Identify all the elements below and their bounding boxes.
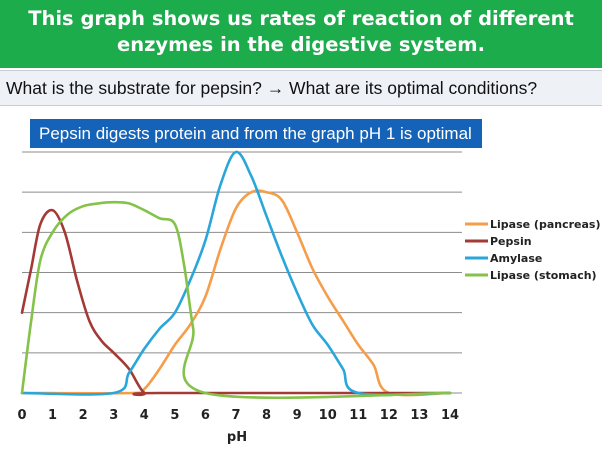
x-axis-title: pH — [227, 430, 247, 445]
x-tick-label: 3 — [109, 408, 118, 423]
legend-label: Lipase (pancreas) — [490, 218, 600, 231]
series-line-pepsin — [20, 208, 452, 397]
x-tick-label: 9 — [293, 408, 302, 423]
x-tick-label: 0 — [17, 408, 26, 423]
x-tick-label: 7 — [231, 408, 240, 423]
x-tick-label: 13 — [410, 408, 428, 423]
series-line-amylase — [20, 150, 452, 397]
title-banner: This graph shows us rates of reaction of… — [0, 0, 602, 68]
legend-label: Pepsin — [490, 235, 532, 248]
title-line-2: enzymes in the digestive system. — [116, 33, 486, 56]
series-line-lipase-pancreas — [20, 189, 452, 397]
gridlines — [22, 151, 462, 394]
legend: Lipase (pancreas) Pepsin Amylase Lipase (st… — [465, 218, 600, 282]
x-tick-label: 10 — [319, 408, 337, 423]
series-lines — [20, 150, 452, 400]
x-tick-label: 11 — [349, 408, 367, 423]
x-tick-label: 8 — [262, 408, 271, 423]
x-tick-label: 12 — [380, 408, 398, 423]
x-tick-label: 2 — [79, 408, 88, 423]
x-tick-label: 14 — [441, 408, 459, 423]
series-line-lipase-stomach — [20, 200, 452, 400]
title-line-1: This graph shows us rates of reaction of… — [28, 7, 574, 30]
question-bar: What is the substrate for pepsin? → What… — [0, 70, 602, 106]
legend-label: Lipase (stomach) — [490, 269, 597, 282]
x-tick-label: 6 — [201, 408, 210, 423]
legend-label: Amylase — [490, 252, 542, 265]
x-tick-label: 4 — [140, 408, 149, 423]
x-tick-label: 5 — [170, 408, 179, 423]
answer-box: Pepsin digests protein and from the grap… — [30, 119, 482, 148]
x-tick-labels: 0 1 2 3 4 5 6 7 8 9 10 11 12 13 14 — [17, 408, 459, 423]
x-tick-label: 1 — [48, 408, 57, 423]
